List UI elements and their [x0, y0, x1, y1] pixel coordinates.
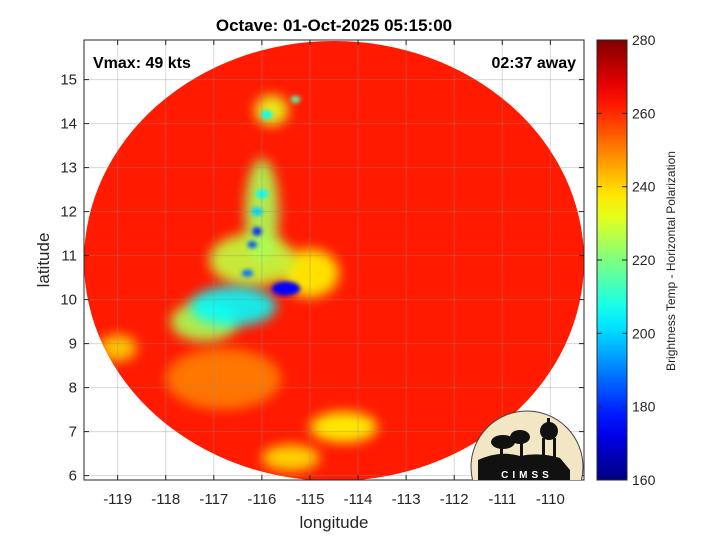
x-axis-ticks: -119 -118 -117 -116 -115 -114 -113 -112 -111 -110 — [103, 40, 565, 508]
y-tick-label: 15 — [60, 72, 77, 89]
away-annotation: 02:37 away — [491, 55, 576, 72]
chart-title: Octave: 01-Oct-2025 05:15:00 — [216, 16, 452, 35]
y-tick-label: 12 — [60, 204, 77, 221]
heatmap-feature — [247, 241, 258, 249]
x-tick-label: -114 — [344, 491, 373, 508]
heatmap-feature — [261, 444, 320, 472]
heatmap-feature — [252, 227, 262, 236]
colorbar-tick-label: 160 — [632, 472, 656, 488]
heatmap-feature — [165, 348, 282, 410]
cimss-logo-text: CIMSS — [501, 470, 553, 481]
x-tick-label: -113 — [392, 491, 421, 508]
colorbar-ticks: 160 180 200 220 240 260 280 — [597, 32, 656, 488]
heatmap-feature — [254, 95, 289, 126]
colorbar-tick-label: 240 — [632, 179, 656, 195]
y-tick-label: 11 — [61, 248, 77, 265]
heatmap-feature — [189, 286, 277, 327]
axes-frame — [83, 39, 585, 481]
colorbar: 160 180 200 220 240 260 280 Brightness Temp - … — [596, 32, 678, 488]
colorbar-label: Brightness Temp - Horizontal Polarizatio… — [664, 151, 678, 371]
y-tick-label: 13 — [60, 160, 77, 177]
heatmap-feature — [98, 334, 137, 362]
x-tick-label: -118 — [151, 491, 180, 508]
x-tick-label: -111 — [488, 491, 516, 508]
heatmap-feature — [241, 269, 254, 277]
heatmap-feature — [309, 411, 378, 443]
heatmap-feature — [260, 110, 273, 120]
y-axis-label: latitude — [34, 233, 53, 288]
heatmap-field — [84, 41, 584, 480]
colorbar-tick-label: 180 — [632, 399, 656, 415]
x-axis-label: longitude — [299, 513, 368, 532]
x-tick-label: -110 — [536, 491, 565, 508]
heatmap-feature — [271, 281, 301, 296]
y-tick-label: 6 — [69, 468, 77, 485]
y-tick-label: 10 — [60, 292, 77, 309]
vmax-annotation: Vmax: 49 kts — [93, 55, 191, 72]
heatmap-feature — [256, 189, 268, 199]
y-tick-label: 9 — [69, 336, 77, 353]
y-tick-label: 8 — [69, 380, 77, 397]
colorbar-tick-label: 220 — [632, 252, 656, 268]
y-tick-label: 14 — [60, 116, 77, 133]
colorbar-tick-label: 200 — [632, 325, 656, 341]
heatmap-features — [98, 95, 378, 472]
cimss-logo: CIMSS — [470, 410, 584, 481]
colorbar-tick-label: 260 — [632, 105, 656, 121]
y-tick-label: 7 — [69, 424, 77, 441]
y-axis-ticks: 6 7 8 9 10 11 12 13 14 15 — [60, 72, 584, 485]
x-tick-label: -116 — [247, 491, 276, 508]
colorbar-tick-label: 280 — [632, 32, 656, 48]
x-tick-label: -119 — [103, 491, 132, 508]
x-tick-label: -112 — [440, 491, 469, 508]
heatmap-feature — [251, 207, 263, 217]
x-tick-label: -115 — [296, 491, 325, 508]
x-tick-label: -117 — [199, 491, 228, 508]
heatmap-feature — [290, 95, 301, 103]
